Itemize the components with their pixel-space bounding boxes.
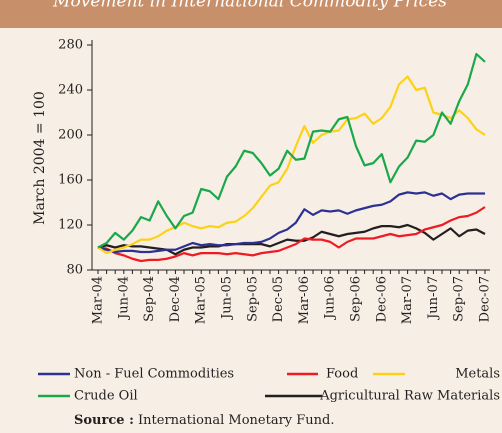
legend-label: Non - Fuel Commodities <box>74 367 234 382</box>
source-label: Source : <box>74 413 134 428</box>
x-tick-label: Mar-06 <box>297 276 312 324</box>
x-tick-label: Dec-04 <box>168 276 183 322</box>
x-tick-label: Dec-07 <box>478 276 493 322</box>
x-tick-label: Sep-04 <box>142 276 157 322</box>
x-tick-label: Sep-07 <box>452 276 467 322</box>
x-tick-label: Jun-04 <box>116 276 131 321</box>
x-tick-label: Dec-06 <box>374 276 389 322</box>
series-line <box>97 206 486 263</box>
legend-label: Crude Oil <box>74 389 138 404</box>
x-tick-label: Mar-04 <box>91 276 106 324</box>
x-tick-label: Mar-05 <box>194 276 209 324</box>
title-banner <box>0 0 502 28</box>
x-tick-label: Jun-06 <box>323 276 338 321</box>
x-tick-label: Sep-06 <box>349 276 364 322</box>
y-tick-label: 160 <box>58 173 83 188</box>
y-tick-label: 80 <box>66 263 83 278</box>
chart-title: Movement in International Commodity Pric… <box>52 0 447 12</box>
x-tick-label: Mar-07 <box>400 276 415 324</box>
series-line <box>97 191 485 254</box>
y-tick-label: 120 <box>58 218 83 233</box>
x-tick-label: Sep-05 <box>245 276 260 322</box>
legend-label: Metals <box>455 367 500 382</box>
source: Source : International Monetary Fund. <box>74 413 335 428</box>
y-tick-label: 240 <box>58 83 83 98</box>
y-tick-label: 200 <box>58 128 83 143</box>
legend-label: Agricultural Raw Materials <box>319 389 500 404</box>
y-axis-label: March 2004 = 100 <box>32 91 48 225</box>
y-tick-label: 280 <box>58 38 83 53</box>
x-tick-label: Dec-05 <box>271 276 286 322</box>
series-line <box>97 52 486 249</box>
x-tick-label: Jun-07 <box>426 276 441 321</box>
series-line <box>97 75 486 255</box>
legend-label: Food <box>326 367 358 382</box>
source-text: International Monetary Fund. <box>138 413 334 428</box>
x-tick-label: Jun-05 <box>220 276 235 321</box>
